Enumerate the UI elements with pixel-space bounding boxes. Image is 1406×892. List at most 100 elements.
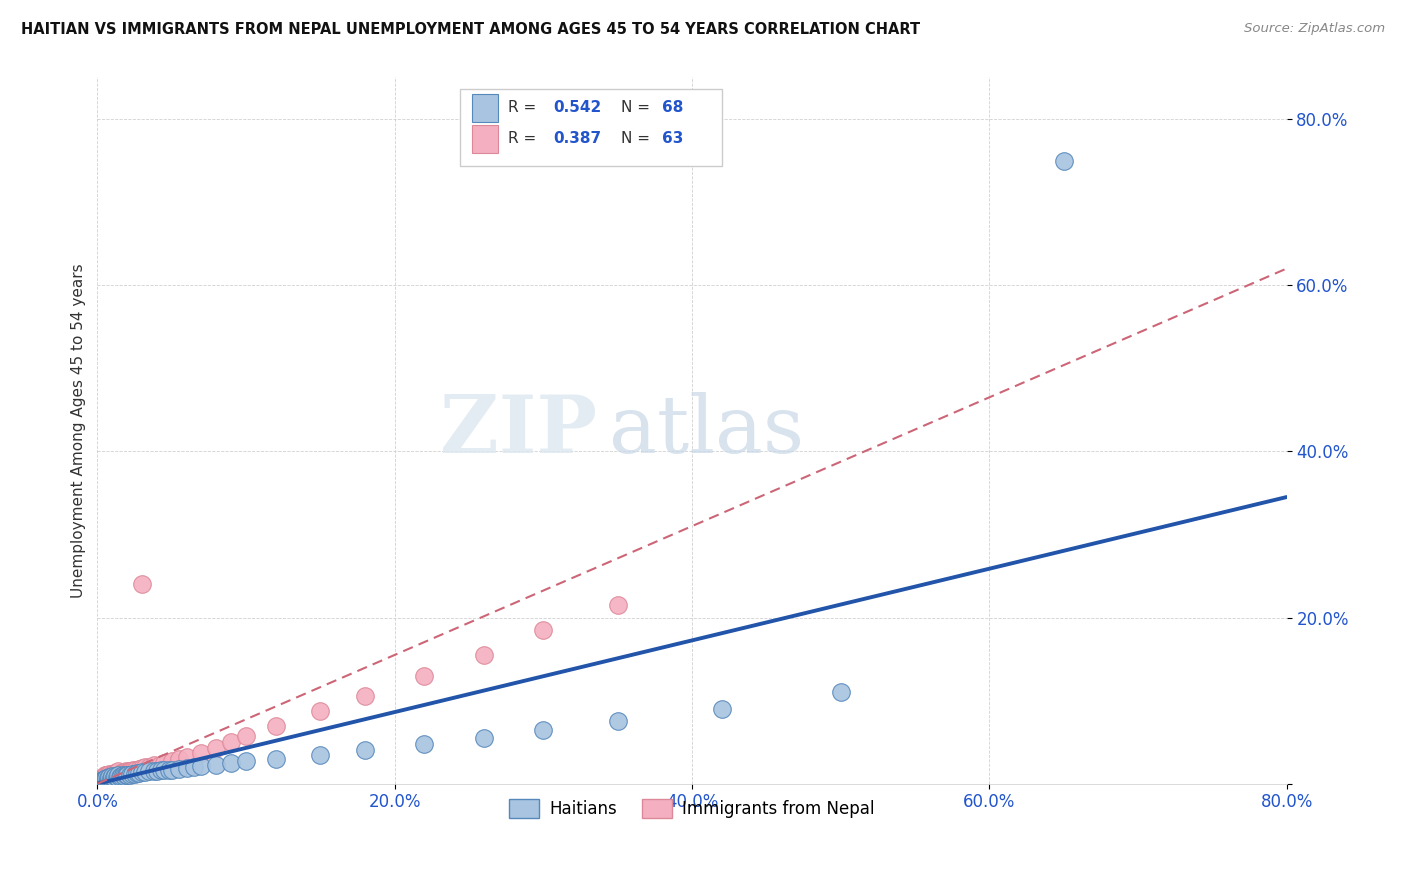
Point [112,766,135,780]
Point [107,764,129,779]
FancyBboxPatch shape [472,94,498,122]
Point [142,764,165,779]
Text: R =: R = [508,100,541,115]
Point [124,766,146,780]
Text: ZIP: ZIP [440,392,596,469]
Point [103,769,125,783]
Point [264,718,287,732]
Text: 0.542: 0.542 [553,100,602,115]
Point [104,766,127,780]
Point [94,774,117,789]
Point [264,752,287,766]
Point [101,766,124,780]
Point [531,723,554,737]
Point [96,773,118,788]
Point [97,774,120,789]
Point [309,704,332,718]
Point [142,758,165,772]
Point [97,767,120,781]
Point [606,714,628,729]
Point [205,757,228,772]
Point [160,754,183,768]
Y-axis label: Unemployment Among Ages 45 to 54 years: Unemployment Among Ages 45 to 54 years [72,263,86,598]
Point [413,669,436,683]
Point [103,772,125,786]
Point [97,771,120,785]
Point [101,771,124,785]
FancyBboxPatch shape [460,89,721,166]
Point [124,763,146,777]
Point [96,771,118,785]
Point [146,764,169,779]
Point [531,623,554,637]
Point [98,772,121,786]
Point [91,772,114,786]
Point [100,771,122,785]
Point [354,743,377,757]
Point [167,752,190,766]
Point [134,760,156,774]
Point [94,772,117,786]
Point [89,775,111,789]
Point [98,773,121,788]
Point [309,747,332,762]
Point [91,770,114,784]
Point [96,774,118,789]
Point [472,648,495,662]
Point [89,772,111,787]
Point [98,770,121,784]
Point [104,769,127,783]
Point [205,741,228,756]
Point [127,766,149,780]
Point [160,763,183,777]
Point [110,769,132,783]
Point [114,767,136,781]
FancyBboxPatch shape [472,125,498,153]
Point [413,737,436,751]
Point [128,762,150,776]
Point [128,766,150,780]
Point [219,756,242,770]
Point [107,767,129,781]
Point [90,774,112,789]
Point [100,773,122,788]
Point [153,756,176,770]
Point [107,771,129,785]
Point [830,685,852,699]
Point [101,769,124,783]
Point [472,731,495,745]
Point [101,772,124,787]
Point [103,770,125,784]
Text: atlas: atlas [609,392,804,469]
Point [94,775,117,789]
Point [108,770,131,784]
Text: 68: 68 [662,100,683,115]
Point [94,770,117,784]
Point [121,766,143,780]
Point [115,765,138,780]
Point [94,773,117,788]
Point [150,764,173,778]
Point [100,768,122,782]
Point [107,768,129,782]
Point [94,768,117,782]
Point [131,577,153,591]
Point [111,765,134,780]
Point [131,761,153,775]
Point [91,773,114,788]
Point [110,766,132,780]
Text: 63: 63 [662,131,683,146]
Legend: Haitians, Immigrants from Nepal: Haitians, Immigrants from Nepal [503,792,882,825]
Point [138,764,160,779]
Point [98,769,121,783]
Point [100,771,122,785]
Point [89,774,111,789]
Point [91,774,114,789]
Text: N =: N = [620,131,655,146]
Point [91,772,114,787]
Point [219,735,242,749]
Point [97,772,120,787]
Point [131,765,153,780]
Point [176,761,198,775]
Point [167,762,190,776]
